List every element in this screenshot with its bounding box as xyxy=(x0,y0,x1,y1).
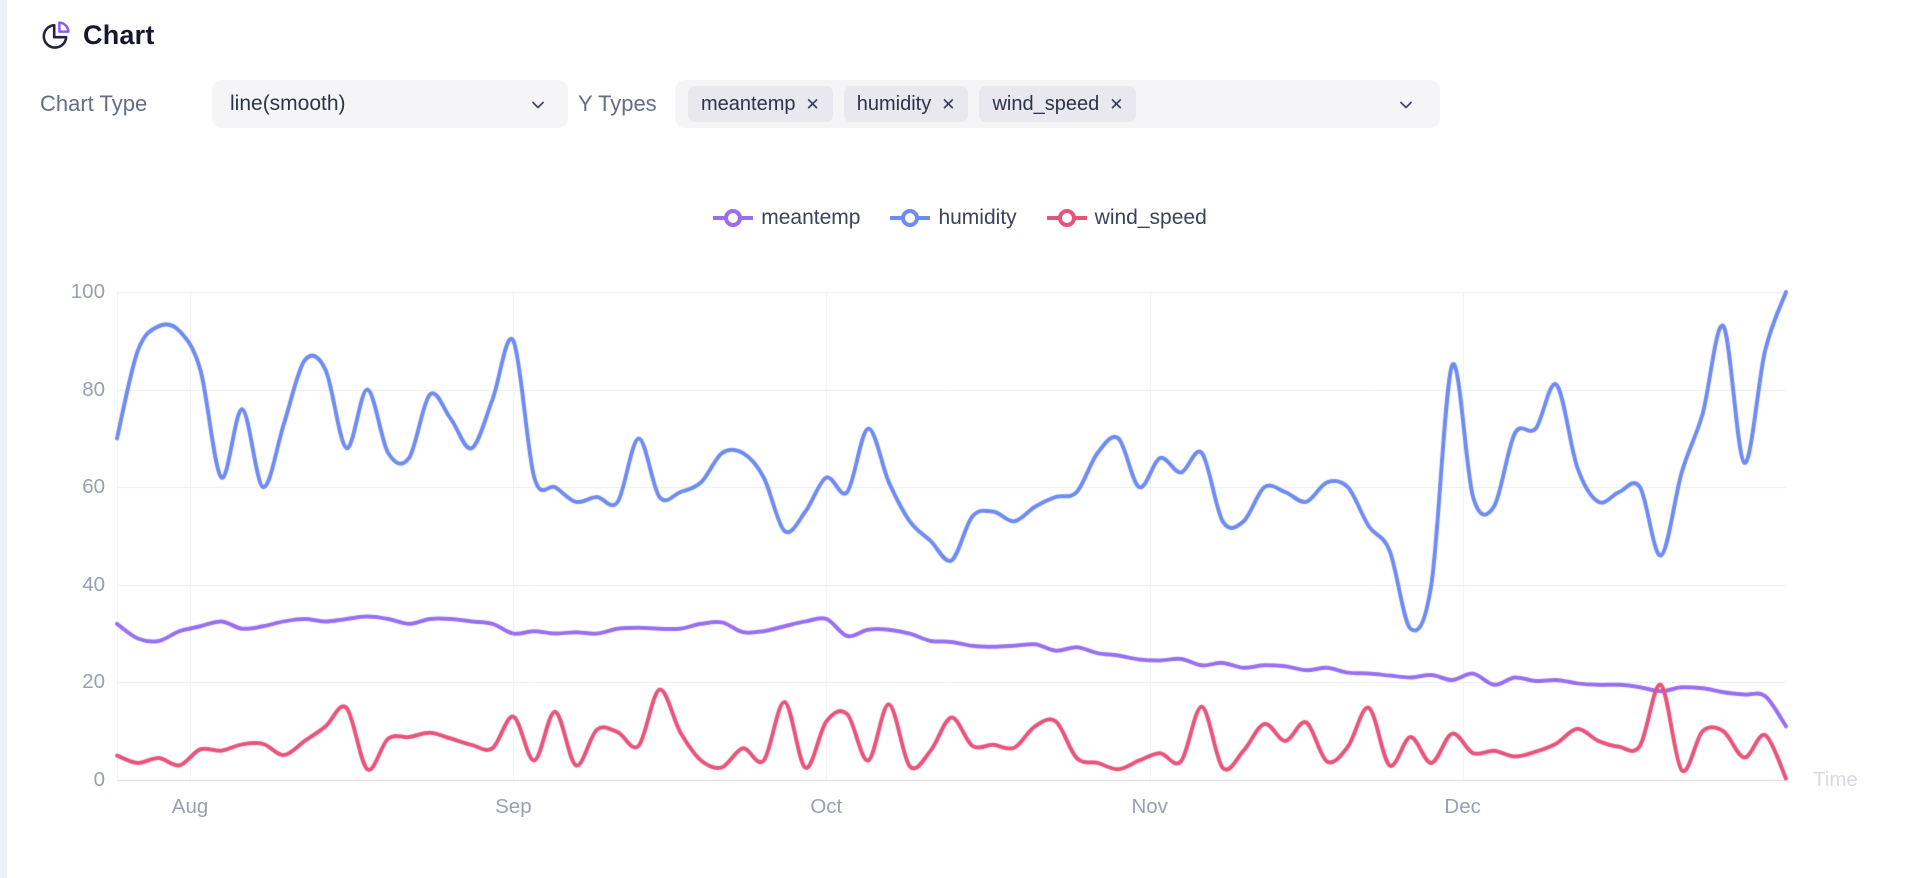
y-axis-label: 100 xyxy=(70,280,105,303)
x-axis-name: Time xyxy=(1813,768,1858,791)
y-axis-label: 20 xyxy=(82,670,105,694)
y-axis-label: 60 xyxy=(82,475,105,499)
x-axis-label: Oct xyxy=(810,795,843,818)
y-axis-label: 40 xyxy=(82,572,105,596)
x-axis-label: Dec xyxy=(1444,795,1481,818)
x-axis-label: Aug xyxy=(171,795,209,818)
x-axis-label: Nov xyxy=(1131,795,1168,818)
y-axis-label: 80 xyxy=(82,377,105,401)
x-axis-label: Sep xyxy=(495,795,532,818)
y-axis-label: 0 xyxy=(93,768,105,791)
